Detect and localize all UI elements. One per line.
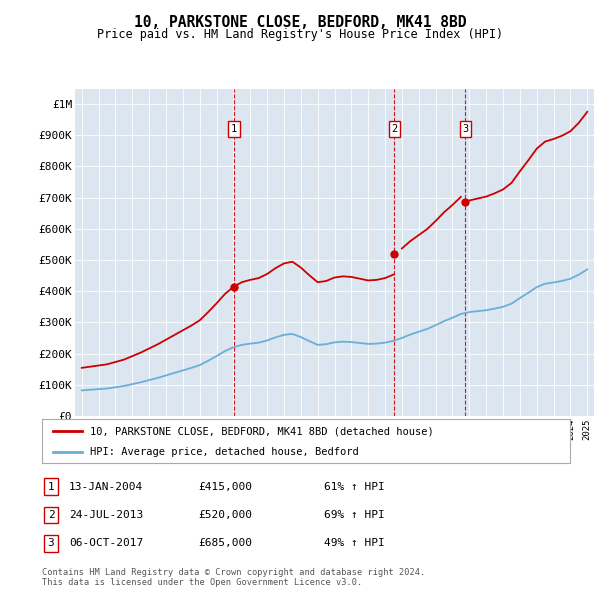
Text: 2: 2 — [391, 124, 398, 134]
Text: 69% ↑ HPI: 69% ↑ HPI — [324, 510, 385, 520]
Text: 10, PARKSTONE CLOSE, BEDFORD, MK41 8BD (detached house): 10, PARKSTONE CLOSE, BEDFORD, MK41 8BD (… — [89, 427, 433, 436]
Text: 3: 3 — [47, 539, 55, 548]
Text: £685,000: £685,000 — [198, 539, 252, 548]
Text: £520,000: £520,000 — [198, 510, 252, 520]
Text: 24-JUL-2013: 24-JUL-2013 — [69, 510, 143, 520]
Text: 2: 2 — [47, 510, 55, 520]
Text: £415,000: £415,000 — [198, 482, 252, 491]
Text: 06-OCT-2017: 06-OCT-2017 — [69, 539, 143, 548]
Text: 1: 1 — [231, 124, 237, 134]
Text: 1: 1 — [47, 482, 55, 491]
Text: HPI: Average price, detached house, Bedford: HPI: Average price, detached house, Bedf… — [89, 447, 358, 457]
Text: Price paid vs. HM Land Registry's House Price Index (HPI): Price paid vs. HM Land Registry's House … — [97, 28, 503, 41]
Text: 61% ↑ HPI: 61% ↑ HPI — [324, 482, 385, 491]
Text: 49% ↑ HPI: 49% ↑ HPI — [324, 539, 385, 548]
Text: 3: 3 — [462, 124, 469, 134]
Text: Contains HM Land Registry data © Crown copyright and database right 2024.
This d: Contains HM Land Registry data © Crown c… — [42, 568, 425, 587]
Text: 13-JAN-2004: 13-JAN-2004 — [69, 482, 143, 491]
Text: 10, PARKSTONE CLOSE, BEDFORD, MK41 8BD: 10, PARKSTONE CLOSE, BEDFORD, MK41 8BD — [134, 15, 466, 30]
